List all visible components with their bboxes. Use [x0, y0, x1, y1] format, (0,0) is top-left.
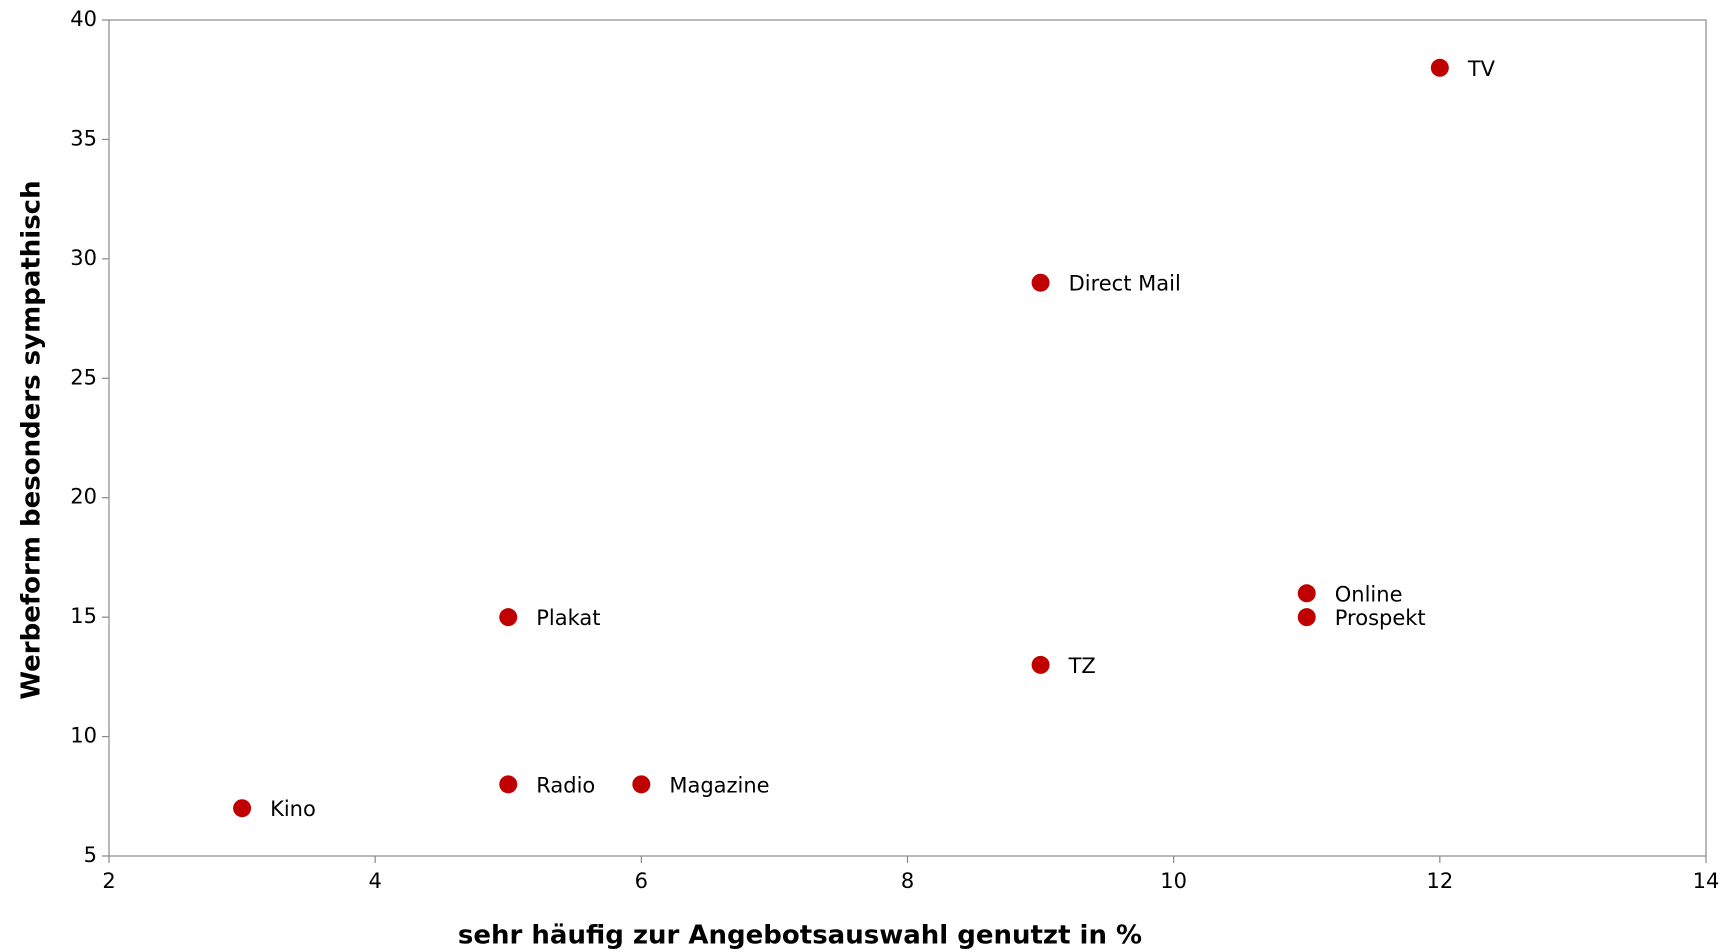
plot-frame [108, 19, 1707, 857]
point-label: TZ [1068, 654, 1096, 678]
y-tick-label: 20 [70, 485, 97, 509]
x-tick-label: 14 [1693, 869, 1720, 893]
point [1430, 58, 1449, 77]
point-label: Kino [270, 797, 316, 821]
x-tick-label: 8 [901, 869, 914, 893]
x-tick-label: 10 [1160, 869, 1187, 893]
x-tick-label: 6 [635, 869, 648, 893]
y-tick-label: 10 [70, 724, 97, 748]
x-tick-label: 12 [1426, 869, 1453, 893]
point [233, 799, 252, 818]
point-label: Prospekt [1335, 606, 1426, 630]
y-tick-label: 40 [70, 7, 97, 31]
point [1297, 584, 1316, 603]
y-axis-title: Werbeform besonders sympathisch [17, 180, 47, 699]
y-tick-label: 5 [84, 843, 97, 867]
y-tick-label: 15 [70, 604, 97, 628]
point-label: Plakat [536, 606, 600, 630]
y-tick-label: 30 [70, 246, 97, 270]
x-tick-label: 2 [102, 869, 115, 893]
point [632, 775, 651, 794]
point-label: Online [1335, 582, 1403, 606]
x-axis-title: sehr häufig zur Angebotsauswahl genutzt … [458, 921, 1142, 951]
point [499, 608, 518, 627]
point [1031, 655, 1050, 674]
point-label: Radio [536, 773, 595, 797]
point [1297, 608, 1316, 627]
y-tick-label: 25 [70, 365, 97, 389]
x-tick-label: 4 [368, 869, 381, 893]
y-tick-label: 35 [70, 126, 97, 150]
point-label: Direct Mail [1069, 272, 1181, 296]
point-label: Magazine [669, 773, 769, 797]
point-label: TV [1467, 57, 1496, 81]
point [1031, 273, 1050, 292]
point [499, 775, 518, 794]
